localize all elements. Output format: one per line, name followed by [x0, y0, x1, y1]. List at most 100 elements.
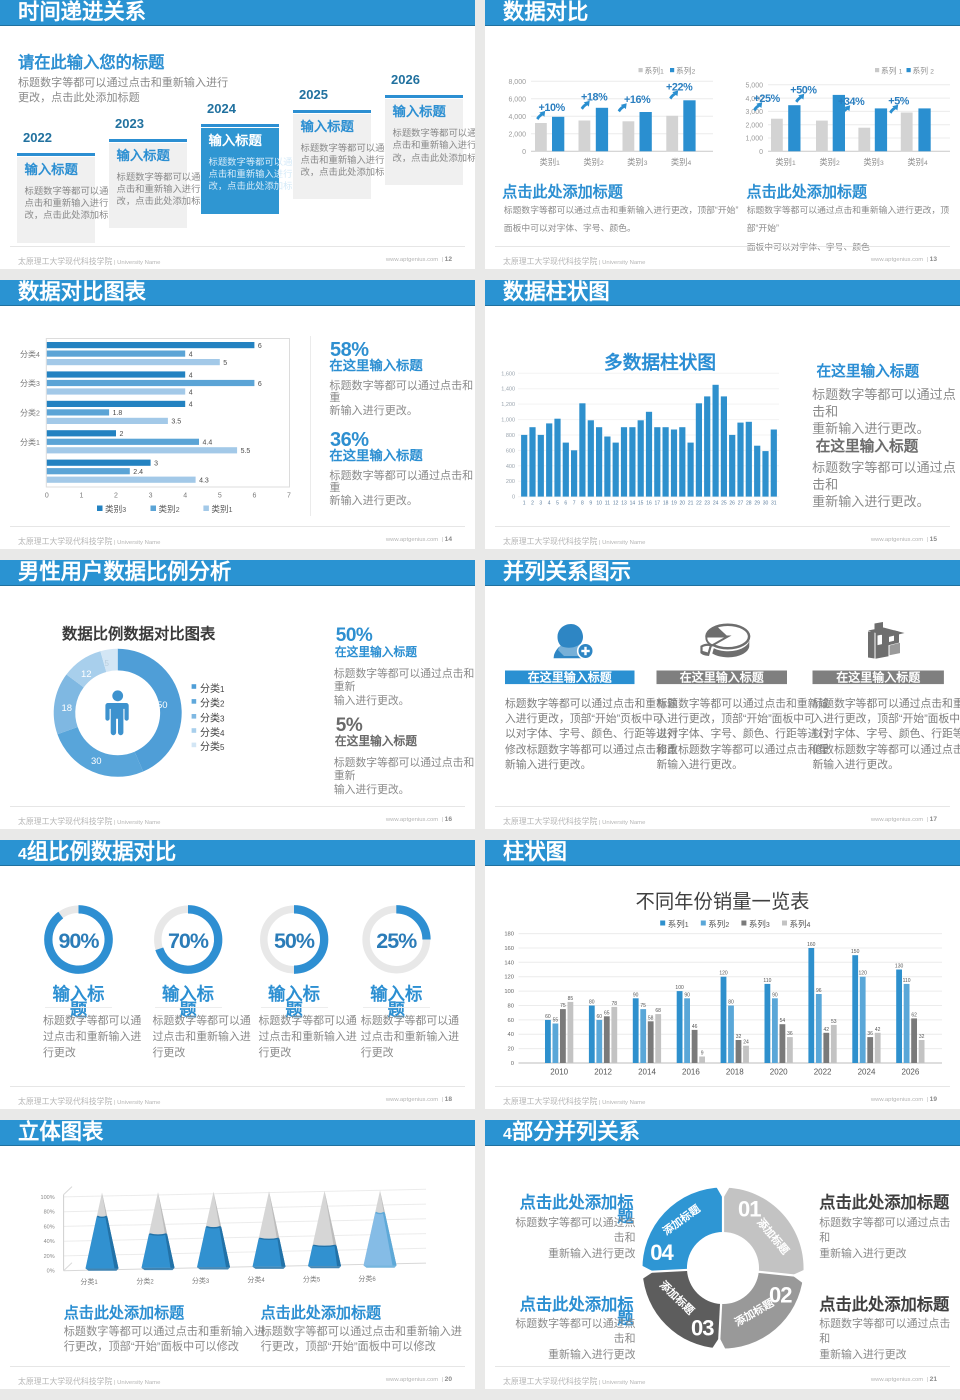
svg-text:24: 24 [713, 501, 719, 507]
svg-text:+25%: +25% [754, 93, 781, 105]
svg-text:2026: 2026 [902, 1068, 920, 1077]
svg-text:80: 80 [728, 1000, 734, 1006]
svg-text:2,000: 2,000 [745, 122, 763, 129]
svg-text:60: 60 [508, 1018, 514, 1024]
svg-text:分类3: 分类3 [20, 378, 40, 388]
svg-text:36: 36 [867, 1031, 873, 1037]
svg-text:01: 01 [738, 1197, 761, 1222]
svg-text:28: 28 [746, 501, 752, 507]
svg-text:60: 60 [545, 1014, 551, 1020]
svg-text:03: 03 [691, 1315, 714, 1340]
svg-text:12: 12 [81, 669, 92, 680]
svg-text:分类3: 分类3 [192, 1276, 210, 1285]
svg-text:32: 32 [919, 1034, 925, 1040]
svg-text:+50%: +50% [790, 85, 817, 97]
svg-text:17: 17 [655, 501, 661, 507]
svg-text:1,000: 1,000 [745, 136, 763, 143]
svg-text:6,000: 6,000 [508, 97, 526, 104]
svg-text:在这里输入标题: 在这里输入标题 [528, 669, 613, 684]
svg-text:22: 22 [696, 501, 702, 507]
svg-text:+22%: +22% [666, 81, 693, 93]
svg-text:系列 2: 系列 2 [913, 66, 935, 76]
svg-text:类别3: 类别3 [105, 503, 126, 514]
svg-text:+5%: +5% [888, 96, 910, 108]
svg-text:在这里输入标题: 在这里输入标题 [680, 669, 765, 684]
svg-text:12: 12 [613, 501, 619, 507]
svg-text:96: 96 [816, 988, 822, 994]
svg-text:3,000: 3,000 [745, 109, 763, 116]
svg-text:30: 30 [763, 501, 769, 507]
svg-text:36: 36 [787, 1031, 793, 1037]
svg-text:60%: 60% [44, 1224, 55, 1230]
svg-text:7: 7 [573, 501, 576, 507]
svg-text:80: 80 [508, 1004, 514, 1010]
svg-text:8,000: 8,000 [508, 79, 526, 86]
svg-text:40%: 40% [44, 1239, 55, 1245]
svg-text:分类4: 分类4 [200, 726, 225, 739]
svg-text:150: 150 [851, 949, 860, 955]
svg-text:42: 42 [824, 1027, 830, 1033]
svg-text:3: 3 [539, 501, 542, 507]
svg-text:分类1: 分类1 [80, 1277, 98, 1286]
svg-text:180: 180 [504, 932, 514, 938]
svg-text:1.8: 1.8 [113, 410, 123, 417]
svg-text:0: 0 [522, 149, 526, 156]
svg-text:4,000: 4,000 [745, 96, 763, 103]
svg-text:分类5: 分类5 [303, 1275, 321, 1284]
svg-text:2: 2 [120, 431, 124, 438]
svg-text:4.4: 4.4 [203, 440, 213, 447]
svg-text:800: 800 [506, 433, 515, 439]
svg-text:100%: 100% [41, 1195, 55, 1201]
svg-text:分类3: 分类3 [200, 712, 225, 725]
svg-text:分类2: 分类2 [200, 697, 225, 710]
svg-text:3.5: 3.5 [171, 419, 181, 426]
svg-text:6: 6 [258, 381, 262, 388]
svg-text:1,200: 1,200 [501, 402, 515, 408]
svg-text:16: 16 [646, 501, 652, 507]
svg-text:分类6: 分类6 [358, 1274, 376, 1283]
svg-text:9: 9 [701, 1051, 704, 1057]
svg-text:类别2: 类别2 [819, 157, 840, 167]
svg-text:54: 54 [780, 1018, 786, 1024]
svg-text:160: 160 [504, 946, 514, 952]
svg-text:04: 04 [650, 1240, 674, 1265]
svg-text:3: 3 [154, 461, 158, 468]
svg-text:21: 21 [688, 501, 694, 507]
svg-text:50: 50 [157, 700, 168, 711]
svg-text:6: 6 [258, 343, 262, 350]
svg-text:类别1: 类别1 [540, 157, 561, 167]
svg-text:分类4: 分类4 [20, 349, 40, 359]
svg-text:2012: 2012 [594, 1068, 612, 1077]
svg-text:160: 160 [807, 942, 816, 948]
svg-text:60: 60 [597, 1014, 603, 1020]
svg-text:20: 20 [508, 1047, 514, 1053]
svg-text:42: 42 [875, 1027, 881, 1033]
svg-text:系列 1: 系列 1 [881, 66, 903, 76]
svg-text:9: 9 [589, 501, 592, 507]
svg-text:68: 68 [655, 1008, 661, 1014]
svg-text:分类1: 分类1 [200, 682, 225, 695]
svg-text:20%: 20% [44, 1254, 55, 1260]
svg-text:2022: 2022 [814, 1068, 832, 1077]
svg-text:1,000: 1,000 [501, 418, 515, 424]
svg-text:类别4: 类别4 [907, 157, 928, 167]
svg-text:+34%: +34% [838, 96, 865, 108]
svg-text:120: 120 [859, 971, 868, 977]
svg-text:7: 7 [287, 493, 291, 500]
svg-text:1: 1 [523, 501, 526, 507]
svg-text:类别2: 类别2 [159, 503, 180, 514]
svg-text:130: 130 [895, 964, 904, 970]
svg-text:110: 110 [903, 978, 911, 984]
svg-text:分类1: 分类1 [20, 437, 40, 447]
svg-text:5: 5 [556, 501, 559, 507]
svg-text:19: 19 [671, 501, 677, 507]
svg-text:2016: 2016 [682, 1068, 700, 1077]
svg-text:24: 24 [743, 1040, 749, 1046]
svg-text:2014: 2014 [638, 1068, 656, 1077]
svg-text:80%: 80% [44, 1210, 55, 1216]
svg-text:120: 120 [504, 975, 514, 981]
svg-text:4: 4 [183, 493, 187, 500]
svg-text:600: 600 [506, 448, 515, 454]
svg-text:0: 0 [512, 495, 515, 501]
svg-text:18: 18 [62, 703, 73, 714]
